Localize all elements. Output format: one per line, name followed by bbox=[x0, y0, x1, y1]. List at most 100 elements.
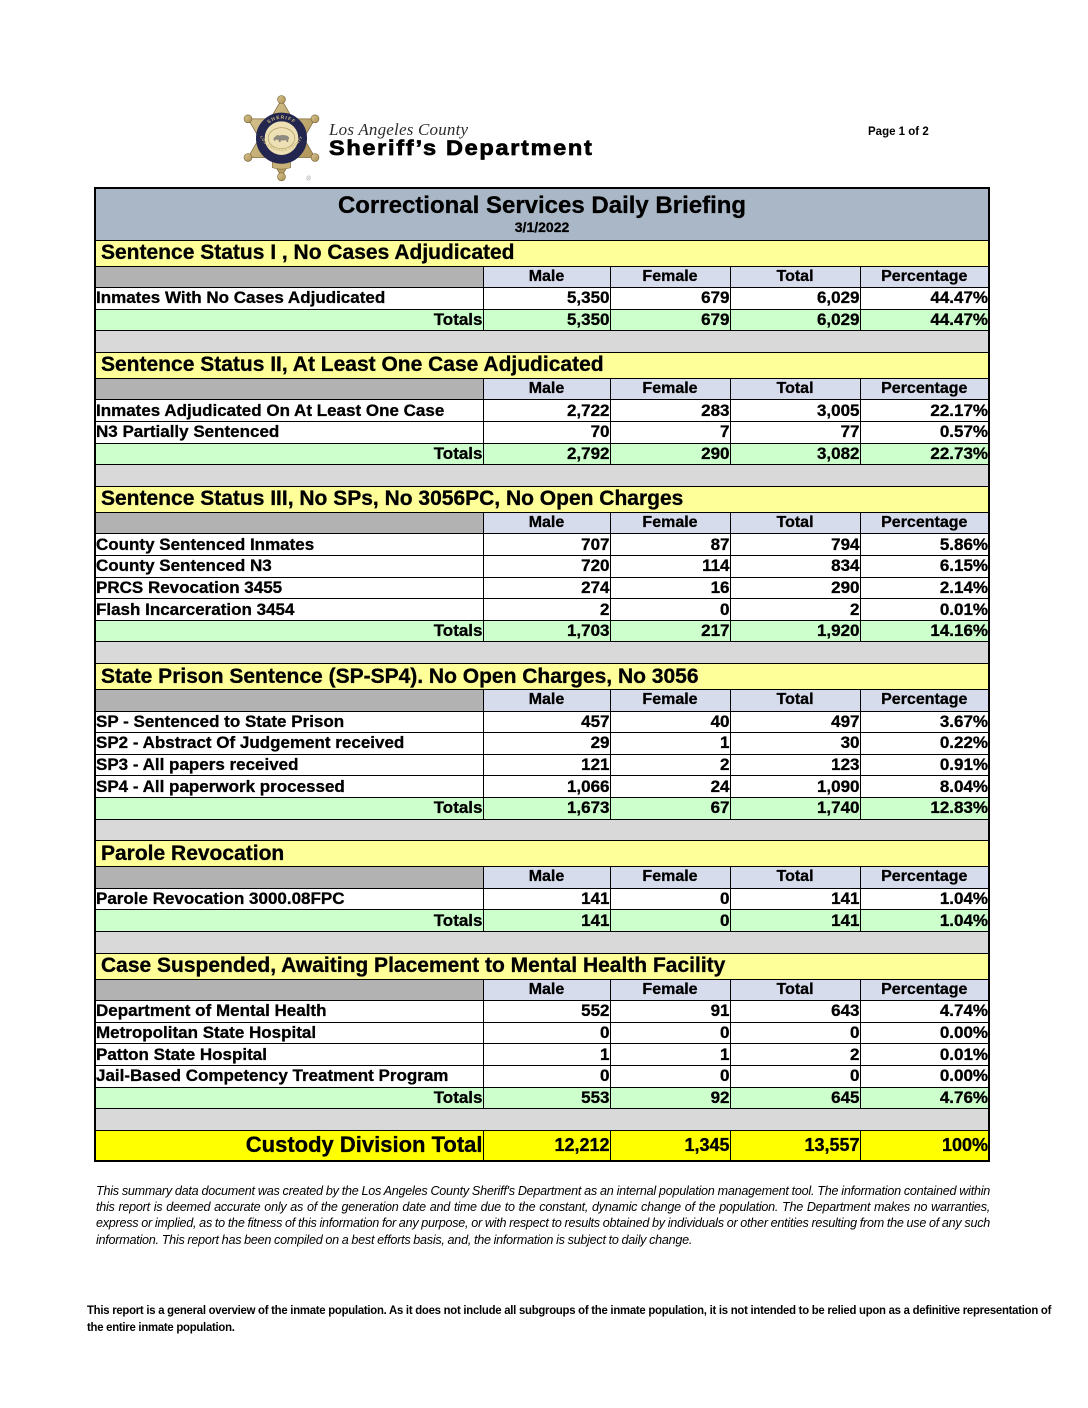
section-header-row: Sentence Status II, At Least One Case Ad… bbox=[96, 351, 989, 379]
female-value: 1 bbox=[609, 1043, 731, 1066]
percentage-value: 2.14% bbox=[859, 576, 989, 600]
male-value: 5,350 bbox=[482, 287, 611, 310]
data-row: County Sentenced N3 720 114 834 6.15% bbox=[96, 555, 989, 578]
column-header-percentage: Percentage bbox=[859, 866, 989, 889]
total-value: 141 bbox=[729, 887, 861, 911]
column-header-corner-cell bbox=[96, 511, 484, 535]
row-label: SP3 - All papers received bbox=[96, 753, 484, 777]
column-header-row: Male Female Total Percentage bbox=[96, 978, 989, 1002]
totals-percentage-value: 14.16% bbox=[859, 619, 989, 643]
row-label: Patton State Hospital bbox=[96, 1043, 484, 1066]
svg-text:SHERIFF: SHERIFF bbox=[266, 115, 296, 126]
total-value: 2 bbox=[729, 598, 861, 621]
totals-male-value: 1,673 bbox=[482, 796, 611, 820]
percentage-value: 22.17% bbox=[859, 399, 989, 423]
female-value: 40 bbox=[609, 710, 731, 734]
data-row: Jail-Based Competency Treatment Program 0… bbox=[96, 1064, 989, 1088]
data-row: SP4 - All paperwork processed 1,066 24 1,09… bbox=[96, 775, 989, 798]
totals-male-value: 1,703 bbox=[482, 619, 611, 643]
column-header-row: Male Female Total Percentage bbox=[96, 511, 989, 535]
data-row: SP - Sentenced to State Prison 457 40 497 3.… bbox=[96, 710, 989, 734]
column-header-corner-cell bbox=[96, 978, 484, 1002]
male-value: 720 bbox=[482, 555, 611, 578]
section-header-row: State Prison Sentence (SP-SP4). No Open … bbox=[96, 663, 989, 690]
totals-label: Totals bbox=[96, 1086, 484, 1110]
report-title-row: Correctional Services Daily Briefing 3/1… bbox=[96, 189, 989, 241]
data-row: Department of Mental Health 552 91 643 4.74% bbox=[96, 1000, 989, 1023]
female-value: 283 bbox=[609, 399, 731, 423]
totals-male-value: 5,350 bbox=[482, 308, 611, 332]
page-number-label: Page 1 of 2 bbox=[868, 126, 929, 138]
percentage-value: 0.22% bbox=[859, 732, 989, 755]
grand-total-percentage-value: 100% bbox=[859, 1129, 989, 1160]
row-label: Metropolitan State Hospital bbox=[96, 1021, 484, 1045]
column-header-total: Total bbox=[729, 978, 861, 1002]
section-header-row: Parole Revocation bbox=[96, 840, 989, 868]
total-value: 77 bbox=[729, 421, 861, 444]
section-title: Sentence Status I , No Cases Adjudicated bbox=[96, 239, 989, 267]
column-header-female: Female bbox=[609, 377, 731, 401]
section-title: Sentence Status III, No SPs, No 3056PC, … bbox=[96, 485, 989, 513]
data-row: SP3 - All papers received 121 2 123 0.91% bbox=[96, 753, 989, 777]
column-header-female: Female bbox=[609, 978, 731, 1002]
data-row: Patton State Hospital 1 1 2 0.01% bbox=[96, 1043, 989, 1066]
section-totals-row: Totals 553 92 645 4.76% bbox=[96, 1086, 989, 1110]
female-value: 91 bbox=[609, 1000, 731, 1023]
totals-female-value: 290 bbox=[609, 442, 731, 466]
male-value: 0 bbox=[482, 1064, 611, 1088]
totals-male-value: 553 bbox=[482, 1086, 611, 1110]
column-header-male: Male bbox=[482, 978, 611, 1002]
disclaimer-paragraph: This summary data document was created b… bbox=[96, 1184, 990, 1247]
totals-total-value: 3,082 bbox=[729, 442, 861, 466]
female-value: 1 bbox=[609, 732, 731, 755]
totals-female-value: 0 bbox=[609, 909, 731, 932]
row-label: Jail-Based Competency Treatment Program bbox=[96, 1064, 484, 1088]
total-value: 0 bbox=[729, 1021, 861, 1045]
section-title: Parole Revocation bbox=[96, 840, 989, 868]
gap-cell bbox=[96, 1108, 989, 1131]
column-header-total: Total bbox=[729, 689, 861, 712]
section-gap-row bbox=[96, 930, 989, 954]
male-value: 274 bbox=[482, 576, 611, 600]
column-header-female: Female bbox=[609, 265, 731, 289]
percentage-value: 0.57% bbox=[859, 421, 989, 444]
female-value: 0 bbox=[609, 1064, 731, 1088]
column-header-row: Male Female Total Percentage bbox=[96, 689, 989, 712]
logo-county-name: Los Angeles County bbox=[329, 120, 469, 139]
grand-total-total-value: 13,557 bbox=[729, 1129, 861, 1160]
total-value: 1,090 bbox=[729, 775, 861, 798]
male-value: 141 bbox=[482, 887, 611, 911]
total-value: 290 bbox=[729, 576, 861, 600]
column-header-total: Total bbox=[729, 377, 861, 401]
row-label: County Sentenced Inmates bbox=[96, 533, 484, 557]
column-header-percentage: Percentage bbox=[859, 377, 989, 401]
percentage-value: 6.15% bbox=[859, 555, 989, 578]
section-totals-row: Totals 1,703 217 1,920 14.16% bbox=[96, 619, 989, 643]
totals-total-value: 1,740 bbox=[729, 796, 861, 820]
column-header-female: Female bbox=[609, 511, 731, 535]
total-value: 2 bbox=[729, 1043, 861, 1066]
total-value: 123 bbox=[729, 753, 861, 777]
row-label: County Sentenced N3 bbox=[96, 555, 484, 578]
female-value: 0 bbox=[609, 887, 731, 911]
row-label: Flash Incarceration 3454 bbox=[96, 598, 484, 621]
column-header-row: Male Female Total Percentage bbox=[96, 866, 989, 889]
gap-cell bbox=[96, 930, 989, 954]
total-value: 497 bbox=[729, 710, 861, 734]
column-header-total: Total bbox=[729, 511, 861, 535]
male-value: 29 bbox=[482, 732, 611, 755]
female-value: 24 bbox=[609, 775, 731, 798]
totals-label: Totals bbox=[96, 619, 484, 643]
totals-female-value: 679 bbox=[609, 308, 731, 332]
percentage-value: 3.67% bbox=[859, 710, 989, 734]
footnote-paragraph: This report is a general overview of the… bbox=[87, 1305, 1052, 1334]
gap-cell bbox=[96, 464, 989, 487]
section-header-row: Sentence Status III, No SPs, No 3056PC, … bbox=[96, 485, 989, 513]
section-totals-row: Totals 5,350 679 6,029 44.47% bbox=[96, 308, 989, 332]
percentage-value: 5.86% bbox=[859, 533, 989, 557]
totals-total-value: 645 bbox=[729, 1086, 861, 1110]
row-label: Parole Revocation 3000.08FPC bbox=[96, 887, 484, 911]
percentage-value: 0.01% bbox=[859, 1043, 989, 1066]
male-value: 121 bbox=[482, 753, 611, 777]
data-row: Inmates With No Cases Adjudicated 5,350 67… bbox=[96, 287, 989, 310]
